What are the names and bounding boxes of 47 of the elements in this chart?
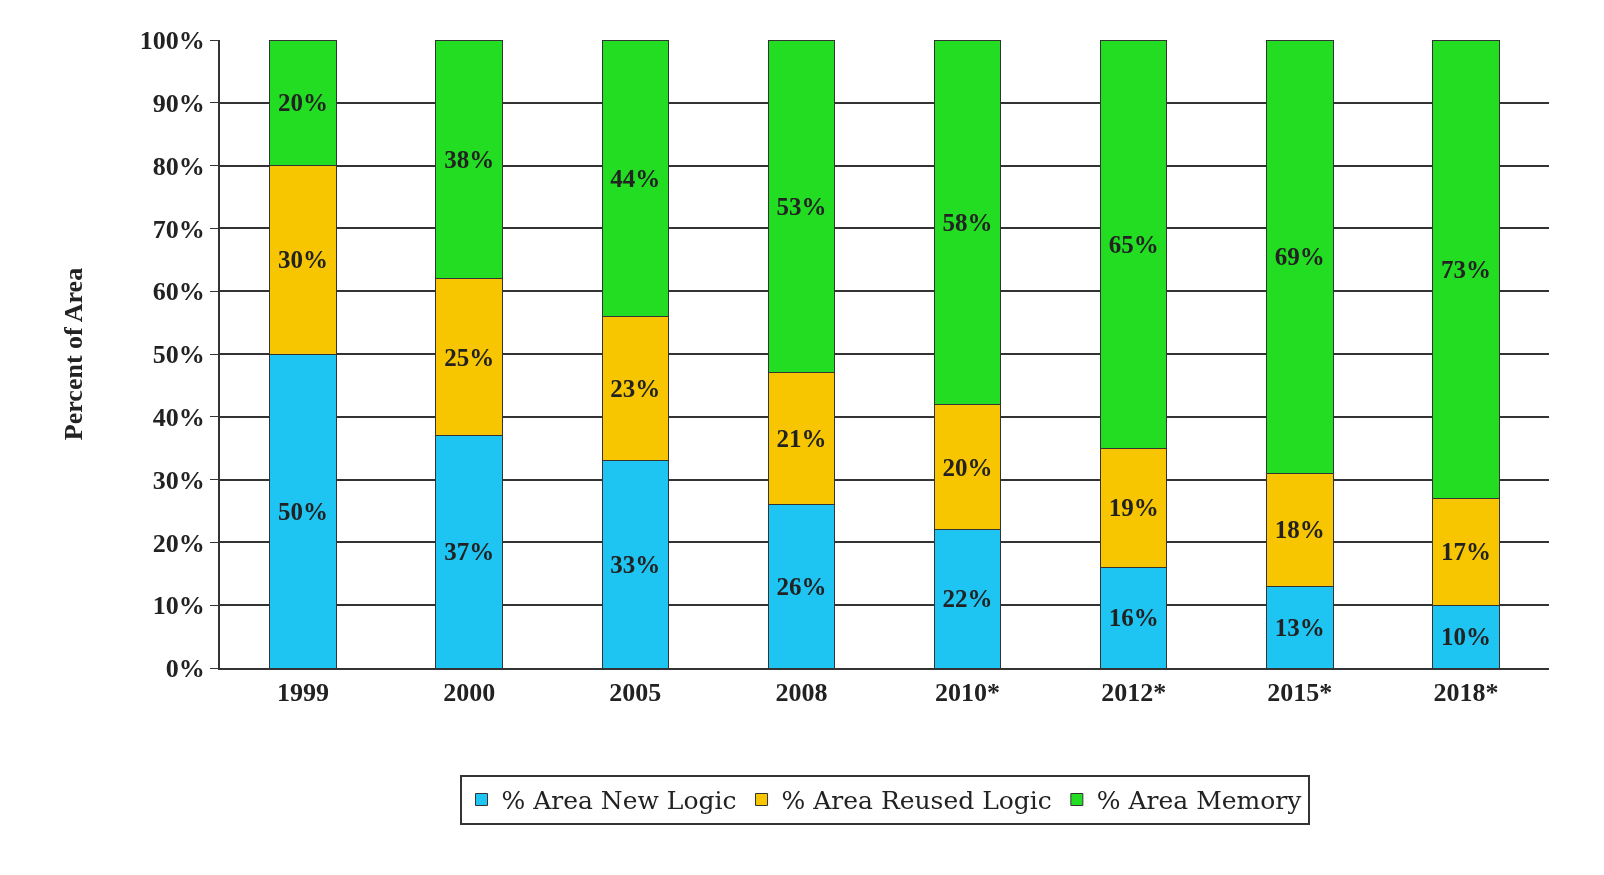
data-label: 50% bbox=[278, 497, 329, 525]
y-tick-label: 20% bbox=[152, 528, 205, 558]
data-label: 38% bbox=[444, 145, 495, 173]
data-label: 20% bbox=[942, 453, 993, 481]
y-tick-label: 30% bbox=[152, 465, 205, 495]
x-tick-label: 1999 bbox=[277, 678, 330, 708]
x-tick-label: 2018* bbox=[1433, 678, 1499, 708]
data-label: 18% bbox=[1274, 516, 1325, 544]
data-label: 26% bbox=[776, 572, 827, 600]
data-label: 33% bbox=[610, 550, 661, 578]
data-label: 22% bbox=[942, 585, 993, 613]
y-tick-label: 0% bbox=[165, 654, 205, 684]
data-label: 53% bbox=[776, 192, 827, 220]
data-label: 37% bbox=[444, 538, 495, 566]
y-tick-label: 40% bbox=[152, 402, 205, 432]
data-label: 21% bbox=[776, 425, 827, 453]
data-label: 17% bbox=[1440, 538, 1491, 566]
data-label: 19% bbox=[1108, 494, 1159, 522]
legend-label: % Area New Logic bbox=[501, 786, 737, 816]
y-tick-label: 50% bbox=[152, 340, 205, 370]
data-label: 30% bbox=[278, 246, 329, 274]
data-label: 23% bbox=[610, 375, 661, 403]
x-tick-label: 2015* bbox=[1267, 678, 1333, 708]
data-label: 69% bbox=[1274, 243, 1325, 271]
data-label: 20% bbox=[278, 89, 329, 117]
y-tick-label: 70% bbox=[152, 214, 205, 244]
y-tick-label: 80% bbox=[152, 151, 205, 181]
data-label: 73% bbox=[1440, 255, 1491, 283]
y-tick-label: 60% bbox=[152, 277, 205, 307]
y-tick-label: 100% bbox=[139, 26, 205, 56]
x-tick-label: 2012* bbox=[1101, 678, 1167, 708]
y-tick-label: 90% bbox=[152, 88, 205, 118]
x-tick-label: 2005 bbox=[609, 678, 662, 708]
data-label: 58% bbox=[942, 208, 993, 236]
data-label: 16% bbox=[1108, 604, 1159, 632]
data-label: 13% bbox=[1274, 613, 1325, 641]
y-axis-title: Percent of Area bbox=[58, 267, 88, 441]
x-tick-label: 2000 bbox=[443, 678, 496, 708]
data-label: 65% bbox=[1108, 230, 1159, 258]
data-label: 10% bbox=[1440, 623, 1491, 651]
legend-label: % Area Reused Logic bbox=[781, 786, 1052, 816]
data-label: 44% bbox=[610, 164, 661, 192]
x-tick-label: 2008 bbox=[775, 678, 828, 708]
data-label: 25% bbox=[444, 343, 495, 371]
y-tick-label: 10% bbox=[152, 591, 205, 621]
legend-label: % Area Memory bbox=[1096, 786, 1303, 816]
x-tick-label: 2010* bbox=[935, 678, 1001, 708]
